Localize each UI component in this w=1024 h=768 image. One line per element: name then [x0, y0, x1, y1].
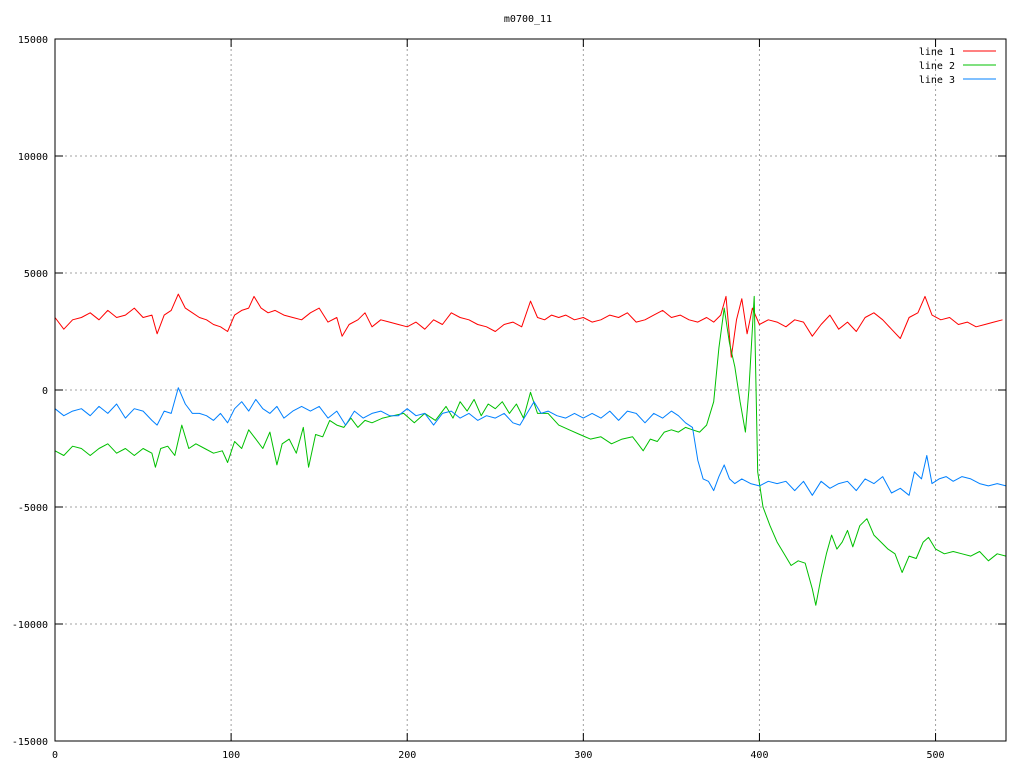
- x-tick-label: 400: [750, 750, 768, 761]
- legend-label: line 1: [919, 47, 955, 58]
- chart-title: m0700_11: [504, 14, 552, 25]
- x-axis: 0 100 200 300 400 500: [52, 39, 945, 761]
- x-tick-label: 300: [574, 750, 592, 761]
- y-tick-label: -10000: [12, 620, 48, 631]
- legend: line 1 line 2 line 3: [919, 47, 996, 86]
- x-tick-label: 500: [927, 750, 945, 761]
- x-tick-label: 0: [52, 750, 58, 761]
- plot-frame: [54, 38, 1007, 742]
- y-tick-label: 10000: [18, 152, 48, 163]
- legend-label: line 3: [919, 75, 955, 86]
- grid-lines: [55, 39, 1006, 741]
- y-tick-label: 0: [42, 386, 48, 397]
- y-tick-label: -5000: [18, 503, 48, 514]
- series-line-2: [54, 295, 1007, 606]
- series-line-1: [54, 293, 1003, 358]
- y-tick-label: -15000: [12, 737, 48, 748]
- series-line-3: [54, 387, 1007, 496]
- legend-label: line 2: [919, 61, 955, 72]
- y-tick-label: 5000: [24, 269, 48, 280]
- y-axis: -15000 -10000 -5000 0 5000 10000 15000: [12, 35, 1006, 748]
- x-tick-label: 100: [222, 750, 240, 761]
- series-lines: [54, 293, 1007, 606]
- y-tick-label: 15000: [18, 35, 48, 46]
- x-tick-label: 200: [398, 750, 416, 761]
